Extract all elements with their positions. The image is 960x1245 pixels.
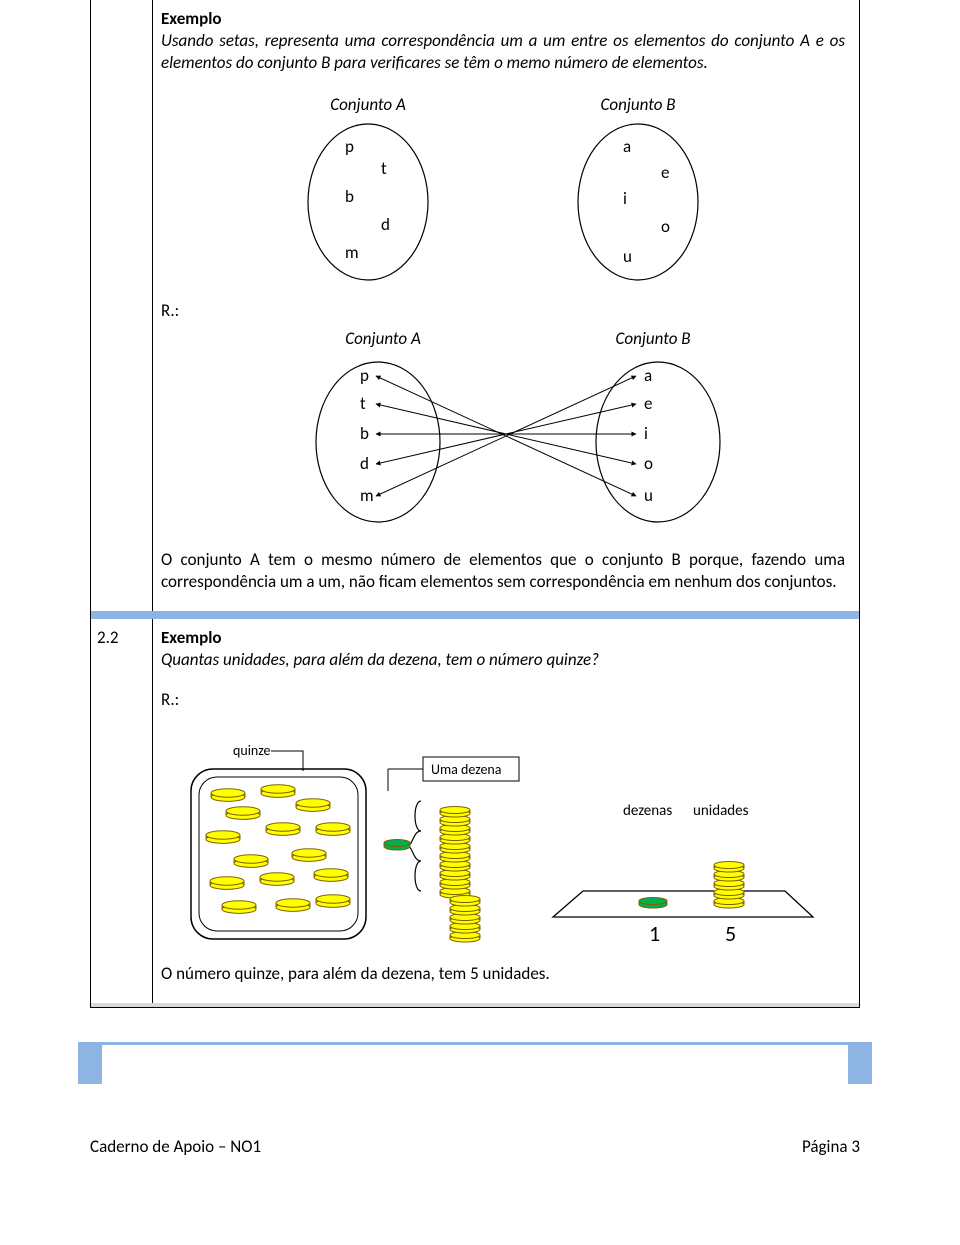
svg-text:5: 5 xyxy=(725,920,736,947)
blue-separator xyxy=(91,611,859,619)
svg-text:dezenas: dezenas xyxy=(623,802,672,820)
example-prompt-1: Usando setas, representa uma correspondê… xyxy=(161,30,845,74)
svg-text:m: m xyxy=(345,242,359,263)
setA-label: Conjunto A xyxy=(303,94,433,116)
svg-text:d: d xyxy=(360,453,369,474)
svg-text:b: b xyxy=(360,423,369,444)
svg-text:o: o xyxy=(661,216,670,237)
conclusion-1: O conjunto A tem o mesmo número de eleme… xyxy=(161,549,845,593)
svg-text:e: e xyxy=(661,162,669,183)
svg-text:u: u xyxy=(644,485,653,506)
response-label-1: R.: xyxy=(161,300,845,322)
footer-line xyxy=(90,1042,860,1045)
svg-text:b: b xyxy=(345,186,354,207)
setA-label-2: Conjunto A xyxy=(318,328,448,350)
svg-text:u: u xyxy=(623,246,632,267)
svg-text:Uma dezena: Uma dezena xyxy=(431,761,501,778)
section-number-1 xyxy=(91,0,153,611)
example-title-2: Exemplo xyxy=(161,627,845,649)
svg-text:i: i xyxy=(623,188,627,209)
svg-text:m: m xyxy=(360,485,374,506)
svg-text:e: e xyxy=(644,393,652,414)
quinze-diagram: quinze Uma dezena dezenas unidades 1 5 xyxy=(173,731,833,951)
example-question-2: Quantas unidades, para além da dezena, t… xyxy=(161,649,845,671)
svg-text:t: t xyxy=(381,158,387,179)
setB-ellipse: a e i o u xyxy=(573,122,703,282)
footer-tab-right xyxy=(848,1042,872,1084)
setB-label-2: Conjunto B xyxy=(588,328,718,350)
svg-text:o: o xyxy=(644,453,653,474)
example-title-1: Exemplo xyxy=(161,8,845,30)
svg-text:a: a xyxy=(644,365,652,386)
footer-tab-left xyxy=(78,1042,102,1084)
svg-text:p: p xyxy=(360,365,369,386)
svg-text:i: i xyxy=(644,423,648,444)
setB-label: Conjunto B xyxy=(573,94,703,116)
section-number-2: 2.2 xyxy=(91,619,153,1003)
svg-text:a: a xyxy=(623,136,631,157)
mapping-diagram: ptbdm aeiou xyxy=(298,357,738,527)
svg-text:1: 1 xyxy=(649,920,660,947)
svg-text:t: t xyxy=(360,393,366,414)
grey-separator xyxy=(91,1003,859,1007)
svg-text:unidades: unidades xyxy=(693,802,749,820)
setA-ellipse: p t b d m xyxy=(303,122,433,282)
svg-text:p: p xyxy=(345,136,354,157)
response-label-2: R.: xyxy=(161,689,845,711)
conclusion-2: O número quinze, para além da dezena, te… xyxy=(161,963,845,985)
svg-text:quinze: quinze xyxy=(233,742,270,759)
footer-right: Página 3 xyxy=(802,1136,860,1157)
svg-text:d: d xyxy=(381,214,390,235)
footer-left: Caderno de Apoio – NO1 xyxy=(90,1136,261,1157)
